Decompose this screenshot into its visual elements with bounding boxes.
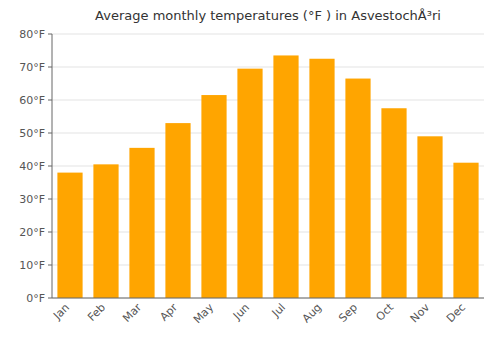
grid-line <box>52 67 484 68</box>
x-tick-label: Mar <box>120 301 144 325</box>
grid-line <box>52 34 484 35</box>
y-tick <box>48 166 52 167</box>
bar <box>309 59 334 298</box>
x-tick-label: Aug <box>300 301 324 325</box>
y-tick <box>48 34 52 35</box>
bar <box>381 108 406 298</box>
y-tick <box>48 100 52 101</box>
bar <box>237 69 262 298</box>
y-tick-label: 80°F <box>19 28 45 41</box>
x-tick-label: May <box>191 301 217 327</box>
y-tick-label: 0°F <box>26 292 45 305</box>
title: Average monthly temperatures (°F ) in As… <box>95 8 441 23</box>
x-tick-label: Sep <box>336 301 360 325</box>
bar <box>57 173 82 298</box>
x-tick-label: Apr <box>157 301 180 324</box>
y-tick <box>48 232 52 233</box>
y-tick <box>48 133 52 134</box>
y-tick-label: 40°F <box>19 160 45 173</box>
y-tick-label: 20°F <box>19 226 45 239</box>
x-tick-label: Jan <box>50 301 72 323</box>
x-tick-label: Feb <box>85 301 108 324</box>
y-tick-label: 70°F <box>19 61 45 74</box>
bar <box>201 95 226 298</box>
grid-line <box>52 100 484 101</box>
grid <box>52 34 484 298</box>
bar <box>129 148 154 298</box>
x-tick-label: Nov <box>408 301 433 326</box>
bar <box>453 163 478 298</box>
y-tick-label: 30°F <box>19 193 45 206</box>
x-tick-label: Dec <box>444 301 468 325</box>
chart-container: Average monthly temperatures (°F ) in As… <box>0 0 500 350</box>
x-tick-label: Oct <box>373 300 396 323</box>
bars <box>57 55 478 298</box>
y-axis: 0°F 10°F 20°F 30°F 40°F 50°F 60°F 70°F 80°F <box>19 28 52 305</box>
bar <box>93 164 118 298</box>
grid-line <box>52 133 484 134</box>
y-tick <box>48 265 52 266</box>
x-tick-label: Jun <box>230 301 252 323</box>
y-tick <box>48 298 52 299</box>
x-axis: Jan Feb Mar Apr May Jun Jul Aug Sep Oct Nov Dec <box>50 300 468 326</box>
bar <box>165 123 190 298</box>
chart: Average monthly temperatures (°F ) in As… <box>0 0 500 350</box>
bar <box>417 136 442 298</box>
y-axis-line <box>52 34 53 298</box>
y-tick <box>48 67 52 68</box>
bar <box>345 79 370 298</box>
y-tick <box>48 199 52 200</box>
bar <box>273 55 298 298</box>
y-tick-label: 10°F <box>19 259 45 272</box>
x-axis-line <box>52 298 484 299</box>
y-tick-label: 60°F <box>19 94 45 107</box>
grid-line <box>52 298 484 299</box>
x-tick-label: Jul <box>269 301 288 320</box>
y-tick-label: 50°F <box>19 127 45 140</box>
